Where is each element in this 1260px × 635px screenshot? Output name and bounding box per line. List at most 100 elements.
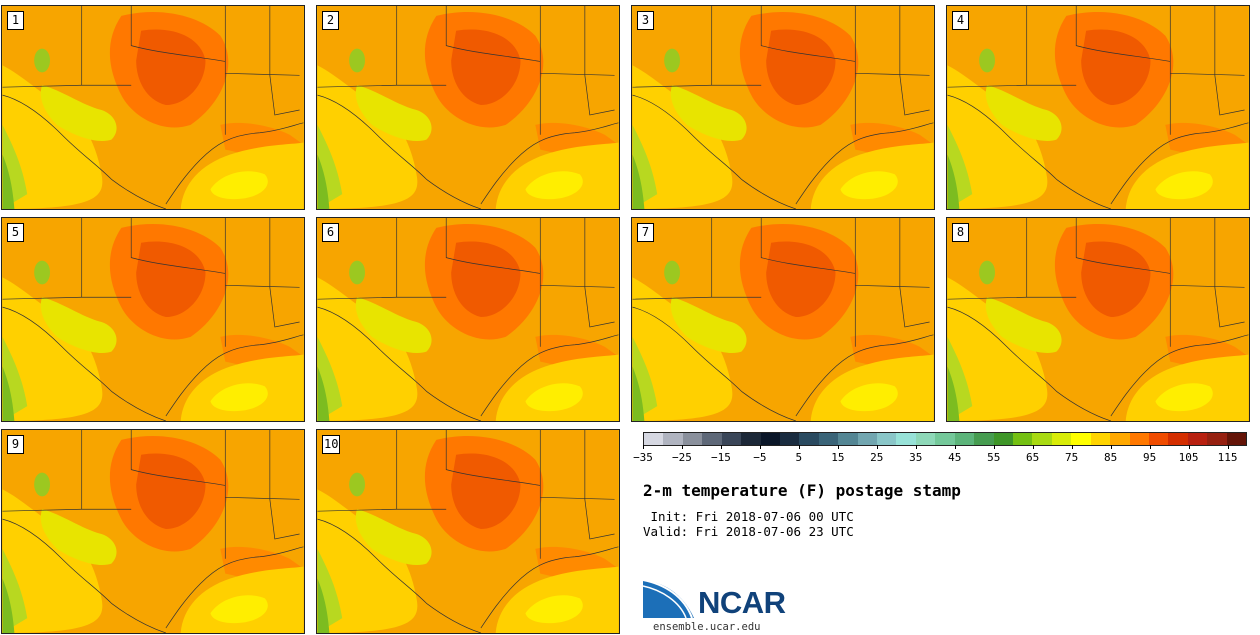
member-panel-1: 1	[1, 5, 305, 210]
temperature-map	[632, 6, 934, 209]
colorbar-tick-label: 115	[1217, 451, 1238, 464]
colorbar-tick-mark	[1110, 445, 1112, 449]
member-number: 6	[322, 223, 339, 242]
member-number: 5	[7, 223, 24, 242]
temperature-map	[2, 430, 304, 633]
colorbar-tick-mark	[798, 445, 800, 449]
colorbar-tick-mark	[720, 445, 722, 449]
colorbar-tick-label: −5	[753, 451, 767, 464]
member-number: 10	[322, 435, 341, 454]
colorbar-segment	[644, 433, 664, 445]
temperature-map	[947, 218, 1249, 421]
colorbar-segment	[1071, 433, 1091, 445]
member-number: 1	[7, 11, 24, 30]
temperature-map	[947, 6, 1249, 209]
colorbar-tick-label: 105	[1178, 451, 1199, 464]
colorbar-segment	[1051, 433, 1072, 445]
colorbar-segment	[1090, 433, 1111, 445]
member-panel-4: 4	[946, 5, 1250, 210]
colorbar-tick-mark	[1188, 445, 1190, 449]
colorbar-segment	[741, 433, 761, 445]
colorbar-segment	[663, 433, 683, 445]
colorbar-segment	[1110, 433, 1130, 445]
colorbar-tick-label: −35	[633, 451, 653, 464]
member-panel-7: 7	[631, 217, 935, 422]
member-panel-9: 9	[1, 429, 305, 634]
colorbar-tick-mark	[915, 445, 917, 449]
colorbar-segment	[721, 433, 742, 445]
colorbar-segment	[877, 433, 897, 445]
temperature-map	[317, 218, 619, 421]
colorbar-tick-mark	[1071, 445, 1073, 449]
colorbar-segment	[935, 433, 955, 445]
colorbar-segment	[1129, 433, 1149, 445]
colorbar-tick-mark	[681, 445, 683, 449]
colorbar-segment	[1187, 433, 1208, 445]
temperature-colorbar	[643, 432, 1247, 446]
colorbar-tick-mark	[1032, 445, 1034, 449]
temperature-map	[2, 218, 304, 421]
colorbar-tick-label: 35	[909, 451, 923, 464]
member-number: 3	[637, 11, 654, 30]
colorbar-tick-label: −15	[710, 451, 731, 464]
colorbar-tick-mark	[643, 445, 644, 449]
colorbar-tick-mark	[759, 445, 761, 449]
colorbar-tick-label: 65	[1026, 451, 1040, 464]
colorbar-tick-mark	[1227, 445, 1229, 449]
colorbar-segment	[760, 433, 780, 445]
member-panel-6: 6	[316, 217, 620, 422]
colorbar-segment	[682, 433, 703, 445]
colorbar-tick-labels: −35 −25 −15 −5 5 15 25 35 45 55 65 75 85 95 105 115	[633, 445, 1247, 465]
member-panel-3: 3	[631, 5, 935, 210]
temperature-map	[317, 6, 619, 209]
colorbar-segment	[993, 433, 1014, 445]
colorbar-tick-label: 55	[987, 451, 1001, 464]
colorbar-tick-mark	[954, 445, 956, 449]
init-time: Init: Fri 2018-07-06 00 UTC	[643, 509, 854, 524]
temperature-map	[317, 430, 619, 633]
colorbar-tick-mark	[1149, 445, 1151, 449]
colorbar-tick-label: 85	[1103, 451, 1118, 464]
colorbar-segment	[954, 433, 975, 445]
member-panel-8: 8	[946, 217, 1250, 422]
ncar-logo-text: NCAR	[698, 585, 786, 620]
chart-title: 2-m temperature (F) postage stamp	[643, 481, 961, 500]
temperature-map	[2, 6, 304, 209]
colorbar-tick-mark	[993, 445, 995, 449]
member-number: 9	[7, 435, 24, 454]
colorbar-tick-label: 75	[1065, 451, 1079, 464]
temperature-map	[632, 218, 934, 421]
member-number: 4	[952, 11, 969, 30]
member-panel-5: 5	[1, 217, 305, 422]
member-panel-10: 10	[316, 429, 620, 634]
colorbar-tick-label: 95	[1142, 451, 1157, 464]
colorbar-tick-mark	[837, 445, 839, 449]
colorbar-segment	[1226, 433, 1247, 445]
valid-time: Valid: Fri 2018-07-06 23 UTC	[643, 524, 854, 539]
member-number: 7	[637, 223, 654, 242]
colorbar-segment	[974, 433, 994, 445]
colorbar-tick-mark	[876, 445, 878, 449]
member-panel-2: 2	[316, 5, 620, 210]
colorbar-segment	[1032, 433, 1052, 445]
member-number: 2	[322, 11, 339, 30]
source-url: ensemble.ucar.edu	[653, 621, 761, 633]
colorbar-tick-label: 5	[795, 451, 803, 464]
colorbar-tick-label: 25	[870, 451, 884, 464]
colorbar-segment	[1168, 433, 1188, 445]
ncar-swoosh-icon	[643, 580, 694, 618]
colorbar-tick-label: −25	[672, 451, 692, 464]
colorbar-segment	[702, 433, 722, 445]
colorbar-segment	[1013, 433, 1033, 445]
colorbar-segment	[1148, 433, 1169, 445]
ncar-logo	[642, 579, 694, 619]
colorbar-segment	[896, 433, 916, 445]
colorbar-segment	[799, 433, 819, 445]
colorbar-segment	[838, 433, 858, 445]
colorbar-segment	[818, 433, 839, 445]
colorbar-tick-label: 15	[831, 451, 845, 464]
member-number: 8	[952, 223, 969, 242]
colorbar-segment	[915, 433, 936, 445]
colorbar-segment	[857, 433, 878, 445]
colorbar-segment	[1207, 433, 1227, 445]
